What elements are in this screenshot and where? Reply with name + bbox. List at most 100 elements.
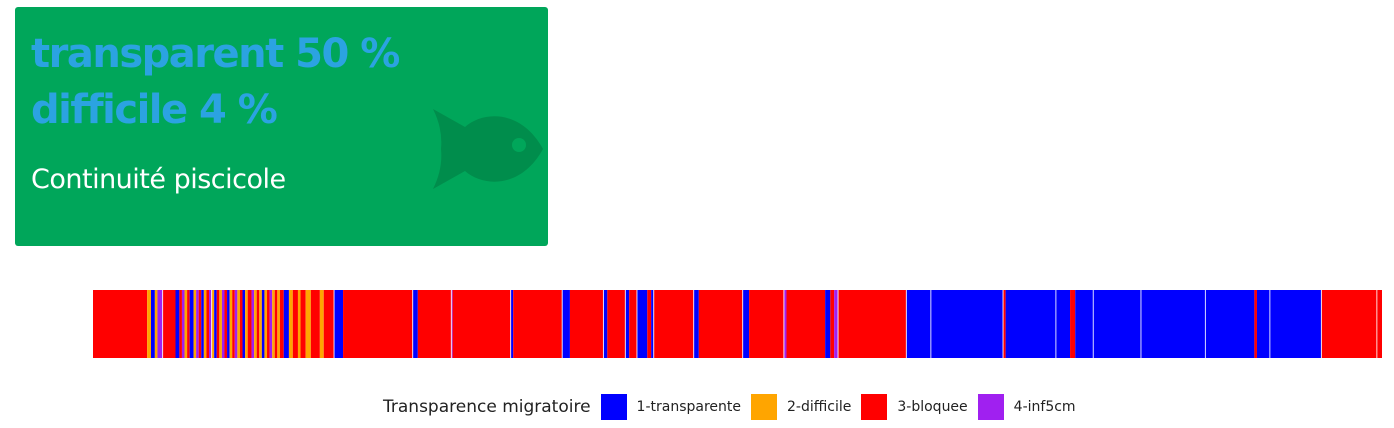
strip-separator <box>211 290 213 358</box>
strip-segment-1-transparente <box>175 290 180 358</box>
strip-segment-1-transparente <box>283 290 289 358</box>
strip-segment-2-difficile <box>184 290 188 358</box>
strip-segment-4-inf5cm <box>451 290 453 358</box>
strip-segment-2-difficile <box>154 290 158 358</box>
strip-segment-2-difficile <box>277 290 280 358</box>
strip-separator <box>653 290 655 358</box>
strip-segment-2-difficile <box>264 290 268 358</box>
strip-separator <box>1320 290 1322 358</box>
strip-separator <box>693 290 695 358</box>
strip-segment-3-bloquee <box>1254 290 1257 358</box>
strip-segment-1-transparente <box>214 290 217 358</box>
strip-segment-3-bloquee <box>647 290 652 358</box>
strip-segment-2-difficile <box>245 290 248 358</box>
strip-segment-3-bloquee <box>239 290 243 358</box>
strip-segment-1-transparente <box>636 290 648 358</box>
legend-label-transparente: 1-transparente <box>636 399 741 415</box>
strip-segment-3-bloquee <box>224 290 228 358</box>
strip-segment-2-difficile <box>305 290 311 358</box>
strip-separator <box>930 290 932 358</box>
strip-segment-3-bloquee <box>1003 290 1006 358</box>
legend: Transparence migratoire 1-transparente 2… <box>383 394 1086 420</box>
strip-segment-3-bloquee <box>232 290 235 358</box>
strip-segment-3-bloquee <box>300 290 306 358</box>
strip-segment-3-bloquee <box>513 290 563 358</box>
strip-separator <box>837 290 839 358</box>
strip-segment-2-difficile <box>254 290 257 358</box>
strip-segment-2-difficile <box>147 290 152 358</box>
value-box: transparent 50 % difficile 4 % Continuit… <box>15 7 548 246</box>
strip-segment-1-transparente <box>825 290 831 358</box>
strip-separator <box>510 290 512 358</box>
strip-segment-2-difficile <box>319 290 324 358</box>
strip-separator <box>602 290 604 358</box>
strip-segment-1-transparente <box>1256 290 1322 358</box>
strip-segment-1-transparente <box>189 290 194 358</box>
strip-segment-4-inf5cm <box>834 290 839 358</box>
strip-separator <box>1055 290 1057 358</box>
strip-segment-1-transparente <box>227 290 230 358</box>
strip-segment-2-difficile <box>259 290 262 358</box>
legend-item-difficile: 2-difficile <box>751 394 851 420</box>
strip-segment-2-difficile <box>237 290 240 358</box>
strip-segment-4-inf5cm <box>181 290 185 358</box>
strip-segment-4-inf5cm <box>251 290 255 358</box>
fish-icon <box>433 109 543 189</box>
legend-label-inf5cm: 4-inf5cm <box>1013 399 1076 415</box>
strip-separator <box>561 290 563 358</box>
strip-segment-3-bloquee <box>452 290 511 358</box>
strip-segment-3-bloquee <box>786 290 826 358</box>
strip-segment-3-bloquee <box>162 290 176 358</box>
strip-segment-4-inf5cm <box>221 290 225 358</box>
strip-segment-1-transparente <box>334 290 344 358</box>
strip-segment-1-transparente <box>1075 290 1255 358</box>
strip-segment-3-bloquee <box>187 290 190 358</box>
strip-separator <box>162 290 164 358</box>
strip-separator <box>1269 290 1271 358</box>
strip-segment-3-bloquee <box>417 290 452 358</box>
value-box-subtitle: Continuité piscicole <box>31 164 286 195</box>
strip-segment-2-difficile <box>272 290 275 358</box>
strip-segment-3-bloquee <box>1321 290 1382 358</box>
legend-label-bloquee: 3-bloquee <box>897 399 968 415</box>
strip-segment-3-bloquee <box>274 290 278 358</box>
strip-segment-3-bloquee <box>830 290 835 358</box>
strip-segment-3-bloquee <box>1070 290 1076 358</box>
strip-separator <box>333 290 335 358</box>
strip-segment-3-bloquee <box>198 290 202 358</box>
strip-segment-1-transparente <box>151 290 155 358</box>
strip-separator <box>905 290 907 358</box>
strip-separator <box>1204 290 1206 358</box>
strip-segment-1-transparente <box>742 290 750 358</box>
strip-segment-4-inf5cm <box>269 290 273 358</box>
strip-segment-1-transparente <box>242 290 246 358</box>
strip-segment-2-difficile <box>219 290 222 358</box>
strip-segment-4-inf5cm <box>157 290 163 358</box>
strip-segment-1-transparente <box>968 290 1004 358</box>
strip-segment-3-bloquee <box>629 290 637 358</box>
strip-segment-3-bloquee <box>653 290 694 358</box>
strip-segment-3-bloquee <box>323 290 335 358</box>
strip-segment-4-inf5cm <box>209 290 212 358</box>
strip-segment-3-bloquee <box>267 290 270 358</box>
strip-segment-3-bloquee <box>569 290 604 358</box>
legend-key-bloquee <box>861 394 888 420</box>
strip-separator <box>412 290 414 358</box>
strip-segment-4-inf5cm <box>196 290 199 358</box>
strip-segment-1-transparente <box>651 290 654 358</box>
strip-segment-2-difficile <box>203 290 207 358</box>
strip-segment-2-difficile <box>211 290 215 358</box>
strip-segment-2-difficile <box>193 290 197 358</box>
strip-separator <box>1376 290 1378 358</box>
legend-label-difficile: 2-difficile <box>787 399 852 415</box>
strip-segment-3-bloquee <box>206 290 210 358</box>
strip-segment-1-transparente <box>412 290 418 358</box>
legend-key-inf5cm <box>977 394 1004 420</box>
legend-item-bloquee: 3-bloquee <box>861 394 968 420</box>
strip-separator <box>450 290 452 358</box>
strip-segment-3-bloquee <box>607 290 626 358</box>
strip-segment-3-bloquee <box>838 290 907 358</box>
strip-segment-2-difficile <box>288 290 293 358</box>
strip-separator <box>1092 290 1094 358</box>
strip-segment-1-transparente <box>625 290 630 358</box>
